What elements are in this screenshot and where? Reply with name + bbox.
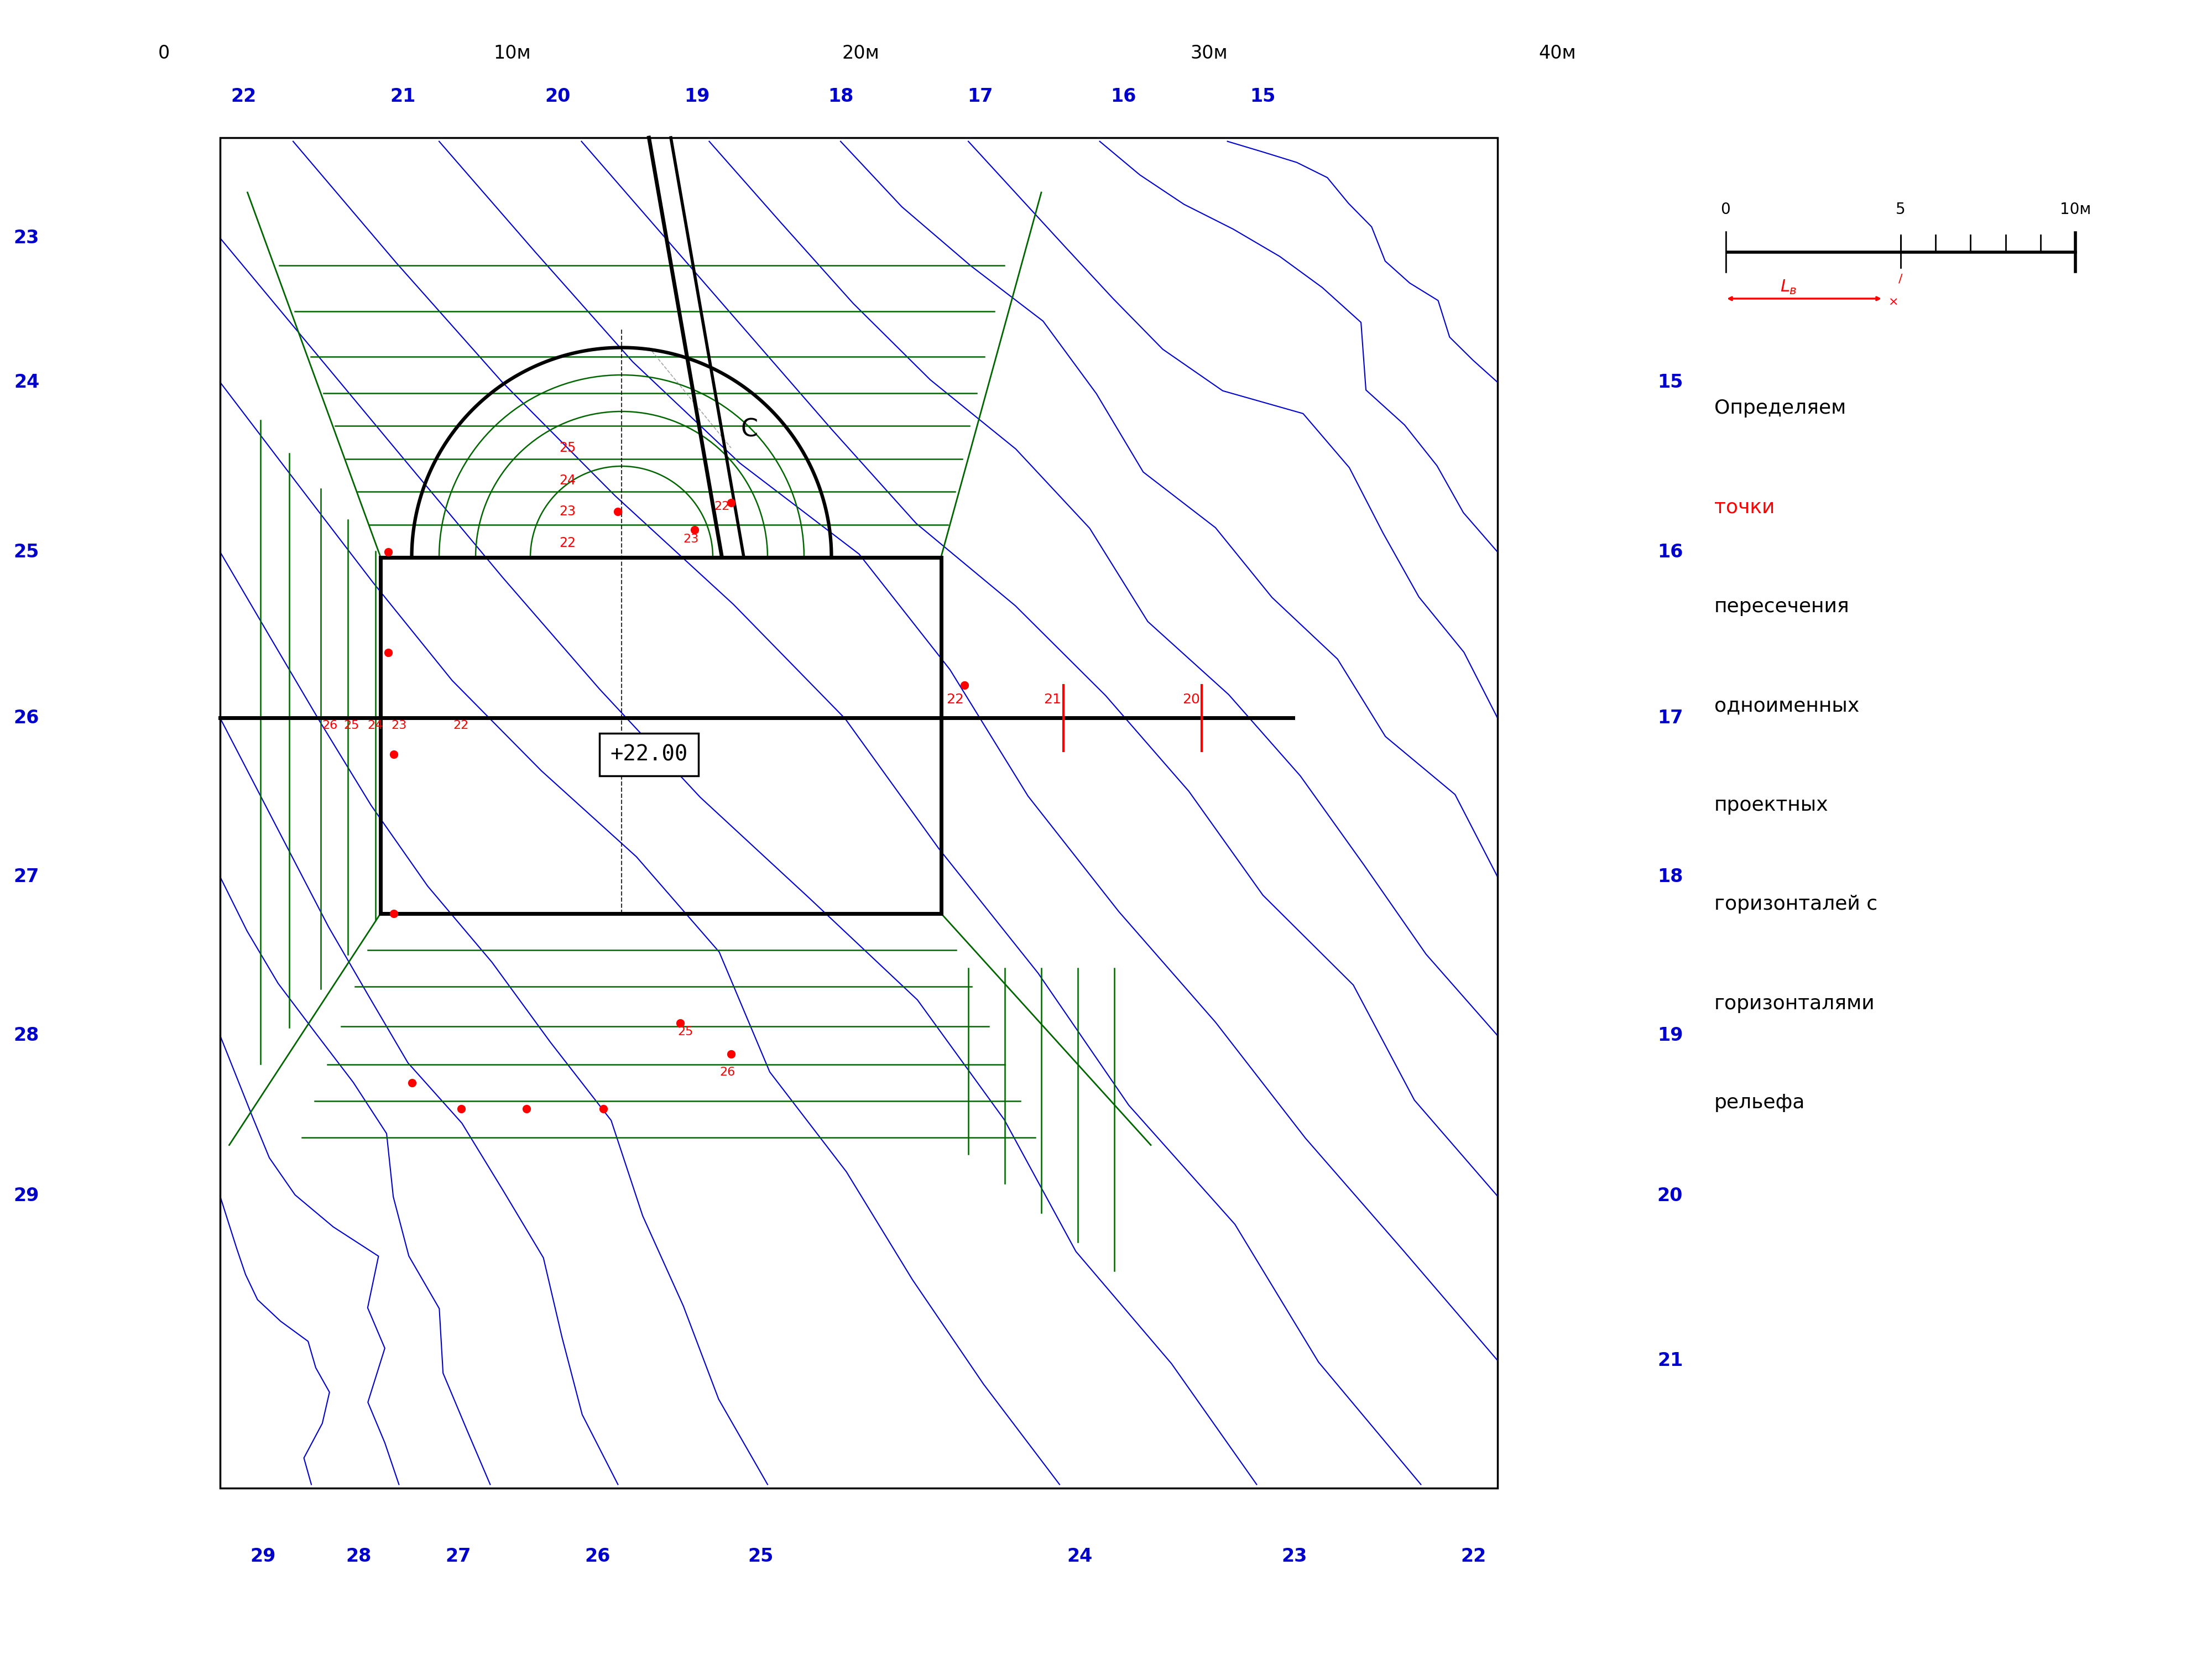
Text: одноименных: одноименных: [1714, 697, 1860, 715]
Bar: [380, 557, 940, 912]
Text: 10м: 10м: [493, 45, 531, 61]
Text: 25: 25: [677, 1027, 692, 1037]
Text: 25: 25: [13, 542, 40, 561]
Text: 22: 22: [714, 501, 730, 513]
Text: 19: 19: [684, 86, 710, 106]
Text: 21: 21: [1657, 1350, 1683, 1370]
Text: 29: 29: [250, 1546, 276, 1566]
Text: горизонталей с: горизонталей с: [1714, 894, 1878, 914]
Bar: [221, 138, 1498, 1488]
Text: 21: 21: [389, 86, 416, 106]
Text: 15: 15: [1250, 86, 1276, 106]
Text: 22: 22: [230, 86, 257, 106]
Text: 16: 16: [1110, 86, 1137, 106]
Text: 24: 24: [367, 720, 383, 732]
Text: 18: 18: [827, 86, 854, 106]
Text: 23: 23: [560, 504, 575, 518]
Text: 0: 0: [157, 45, 170, 61]
Text: 23: 23: [392, 720, 407, 732]
Text: 27: 27: [445, 1546, 471, 1566]
Text: 16: 16: [1657, 542, 1683, 561]
Text: 15: 15: [1657, 373, 1683, 392]
Text: 17: 17: [967, 86, 993, 106]
Text: 21: 21: [1044, 693, 1062, 707]
Text: Определяем: Определяем: [1714, 398, 1847, 418]
Text: проектных: проектных: [1714, 796, 1829, 815]
Text: 30м: 30м: [1190, 45, 1228, 61]
Text: 24: 24: [13, 373, 40, 392]
Text: 5: 5: [1896, 202, 1905, 217]
Text: 23: 23: [13, 229, 40, 247]
Text: 25: 25: [343, 720, 358, 732]
Text: пересечения: пересечения: [1714, 597, 1849, 615]
Text: горизонталями: горизонталями: [1714, 994, 1876, 1014]
Text: $L_в$: $L_в$: [1781, 279, 1796, 295]
Text: 10м: 10м: [2059, 202, 2090, 217]
Text: 23: 23: [1281, 1546, 1307, 1566]
Text: 18: 18: [1657, 868, 1683, 886]
Text: 22: 22: [947, 693, 964, 707]
Text: 40м: 40м: [1540, 45, 1575, 61]
Text: 27: 27: [13, 868, 40, 886]
Text: ×: ×: [1889, 297, 1898, 309]
Text: 24: 24: [560, 474, 575, 488]
Text: 22: 22: [1460, 1546, 1486, 1566]
Text: /: /: [1898, 274, 1902, 285]
Text: точки: точки: [1714, 498, 1774, 518]
Text: 19: 19: [1657, 1027, 1683, 1045]
Text: 20: 20: [544, 86, 571, 106]
Text: 28: 28: [345, 1546, 372, 1566]
Text: 22: 22: [560, 536, 575, 549]
Text: 26: 26: [321, 720, 338, 732]
Text: С: С: [741, 418, 759, 441]
Text: +22.00: +22.00: [611, 743, 688, 765]
Text: 17: 17: [1657, 708, 1683, 727]
Text: 26: 26: [13, 708, 40, 727]
Text: 22: 22: [453, 720, 469, 732]
Text: 26: 26: [584, 1546, 611, 1566]
Text: 0: 0: [1721, 202, 1730, 217]
Text: 24: 24: [1066, 1546, 1093, 1566]
Text: 25: 25: [748, 1546, 774, 1566]
Text: 26: 26: [719, 1067, 734, 1078]
Text: 23: 23: [684, 534, 699, 544]
Text: 29: 29: [13, 1188, 40, 1204]
Text: 20: 20: [1181, 693, 1199, 707]
Text: рельефа: рельефа: [1714, 1093, 1805, 1112]
Text: 28: 28: [13, 1027, 40, 1045]
Text: 25: 25: [560, 441, 575, 455]
Text: 20: 20: [1657, 1188, 1683, 1204]
Text: 20м: 20м: [843, 45, 878, 61]
